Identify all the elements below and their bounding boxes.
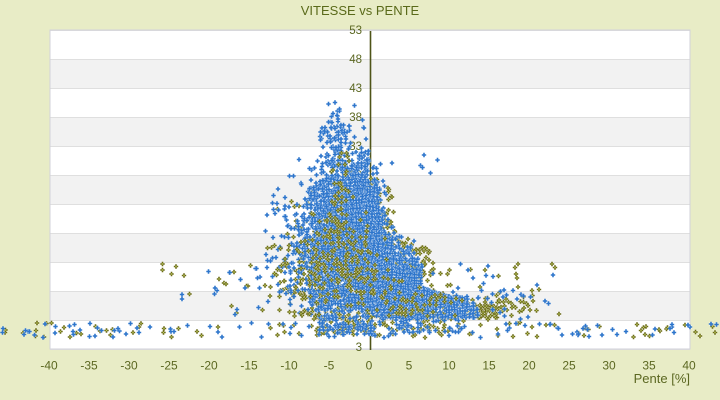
svg-text:-10: -10	[280, 359, 298, 373]
svg-text:-15: -15	[240, 359, 258, 373]
svg-text:0: 0	[366, 359, 373, 373]
svg-text:3: 3	[356, 342, 362, 354]
svg-text:10: 10	[442, 359, 456, 373]
svg-text:-40: -40	[40, 359, 58, 373]
svg-text:-35: -35	[80, 359, 98, 373]
svg-text:-25: -25	[160, 359, 178, 373]
svg-text:15: 15	[482, 359, 496, 373]
svg-text:-5: -5	[324, 359, 335, 373]
svg-text:VITESSE vs PENTE: VITESSE vs PENTE	[301, 3, 420, 18]
svg-text:48: 48	[349, 54, 362, 66]
svg-text:-30: -30	[120, 359, 138, 373]
svg-text:20: 20	[522, 359, 536, 373]
svg-text:Pente [%]: Pente [%]	[634, 371, 690, 386]
svg-text:-20: -20	[200, 359, 218, 373]
svg-text:53: 53	[349, 25, 362, 37]
svg-text:38: 38	[349, 112, 362, 124]
svg-text:25: 25	[562, 359, 576, 373]
svg-text:5: 5	[406, 359, 413, 373]
svg-text:30: 30	[602, 359, 616, 373]
svg-text:43: 43	[349, 83, 362, 95]
